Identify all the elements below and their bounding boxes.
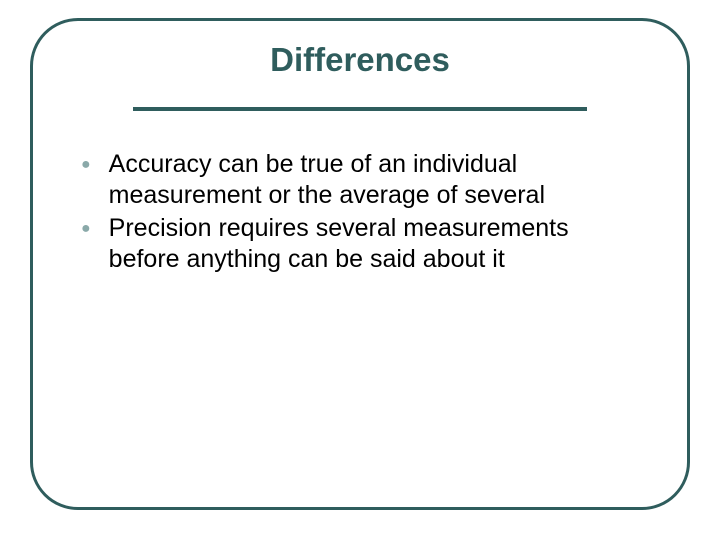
bullet-icon: ● [81, 149, 91, 181]
bullet-icon: ● [81, 213, 91, 245]
title-rule [133, 107, 587, 111]
slide-frame: Differences ● Accuracy can be true of an… [30, 18, 690, 510]
bullet-text: Precision requires several measurements … [109, 213, 627, 275]
list-item: ● Accuracy can be true of an individual … [81, 149, 627, 211]
slide-title: Differences [33, 41, 687, 79]
bullet-text: Accuracy can be true of an individual me… [109, 149, 627, 211]
slide-content: ● Accuracy can be true of an individual … [33, 149, 687, 275]
list-item: ● Precision requires several measurement… [81, 213, 627, 275]
